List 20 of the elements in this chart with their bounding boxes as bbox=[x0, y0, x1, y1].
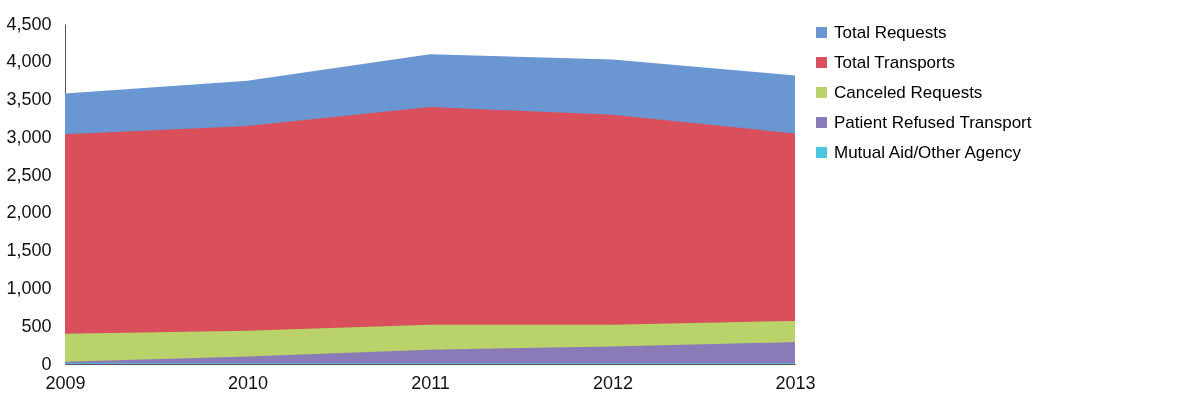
y-tick-label: 4,500 bbox=[6, 13, 52, 34]
x-tick-label: 2011 bbox=[411, 372, 450, 393]
y-tick-label: 4,000 bbox=[6, 51, 52, 72]
legend-label: Total Requests bbox=[834, 22, 947, 42]
y-tick-label: 1,500 bbox=[6, 240, 52, 261]
y-tick-label: 3,000 bbox=[6, 126, 52, 147]
y-tick-label: 2,000 bbox=[6, 202, 52, 223]
y-tick-label: 500 bbox=[21, 315, 52, 336]
y-tick-label: 0 bbox=[41, 353, 52, 374]
x-tick-label: 2013 bbox=[775, 372, 816, 393]
y-tick-label: 2,500 bbox=[6, 164, 52, 185]
y-tick-label: 3,500 bbox=[6, 89, 52, 110]
x-tick-label: 2010 bbox=[227, 372, 269, 393]
legend-label: Mutual Aid/Other Agency bbox=[834, 142, 1022, 162]
legend-label: Patient Refused Transport bbox=[834, 112, 1032, 132]
legend-label: Canceled Requests bbox=[834, 82, 983, 102]
x-tick-label: 2009 bbox=[45, 372, 86, 393]
y-tick-label: 1,000 bbox=[6, 277, 52, 298]
x-tick-label: 2012 bbox=[592, 372, 634, 393]
legend-label: Total Transports bbox=[834, 52, 955, 72]
